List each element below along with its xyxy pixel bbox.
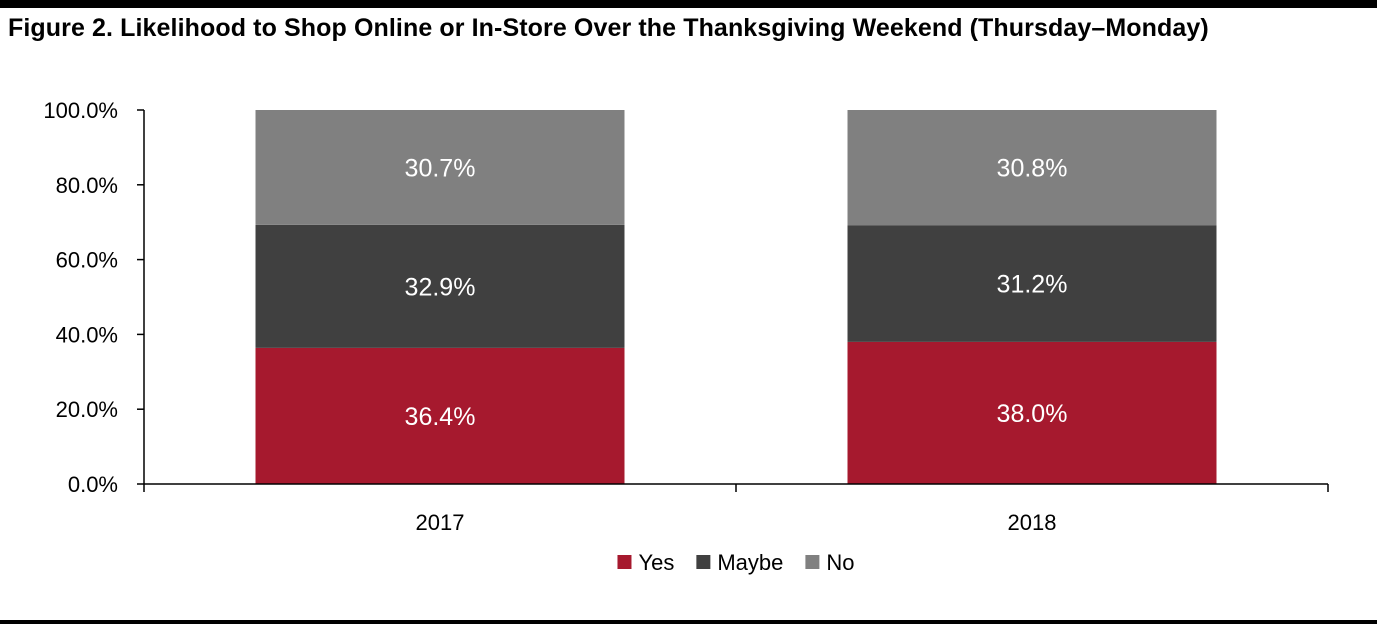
y-tick-label: 100.0% xyxy=(43,98,118,123)
data-label-yes-2018: 38.0% xyxy=(997,400,1068,428)
legend: Yes Maybe No xyxy=(617,550,855,575)
y-tick-label: 20.0% xyxy=(56,397,118,422)
y-tick-label: 40.0% xyxy=(56,322,118,347)
legend-swatch-maybe xyxy=(696,555,711,569)
legend-label-maybe: Maybe xyxy=(717,550,783,575)
bar-segment-no-2017 xyxy=(255,110,625,225)
data-label-no-2018: 30.8% xyxy=(997,155,1068,183)
bars-group: 36.4% 32.9% 30.7% 38.0% 31.2% 30.8% xyxy=(255,110,1217,484)
bar-segment-yes-2018 xyxy=(847,341,1217,484)
legend-swatch-yes xyxy=(617,555,632,569)
bar-segment-no-2018 xyxy=(847,110,1217,226)
axes-group: 0.0% 20.0% 40.0% 60.0% 80.0% 100.0% 2017 2018 xyxy=(43,98,1329,535)
chart-title: Figure 2. Likelihood to Shop Online or I… xyxy=(8,14,1209,42)
legend-swatch-no xyxy=(805,555,820,569)
data-label-maybe-2018: 31.2% xyxy=(997,271,1068,299)
y-tick-label: 60.0% xyxy=(56,248,118,273)
bar-segment-maybe-2018 xyxy=(847,225,1217,342)
legend-label-no: No xyxy=(826,550,854,575)
top-rule xyxy=(0,0,1377,8)
bottom-rule xyxy=(0,620,1377,624)
legend-label-yes: Yes xyxy=(638,550,674,575)
bar-segment-maybe-2017 xyxy=(255,224,625,348)
data-label-maybe-2017: 32.9% xyxy=(405,273,476,301)
y-tick-label: 0.0% xyxy=(68,472,118,497)
data-label-yes-2017: 36.4% xyxy=(405,403,476,431)
x-tick-label-2018: 2018 xyxy=(1008,510,1057,535)
x-tick-label-2017: 2017 xyxy=(416,510,465,535)
bar-segment-yes-2017 xyxy=(255,347,625,484)
data-label-no-2017: 30.7% xyxy=(405,154,476,182)
y-tick-label: 80.0% xyxy=(56,173,118,198)
